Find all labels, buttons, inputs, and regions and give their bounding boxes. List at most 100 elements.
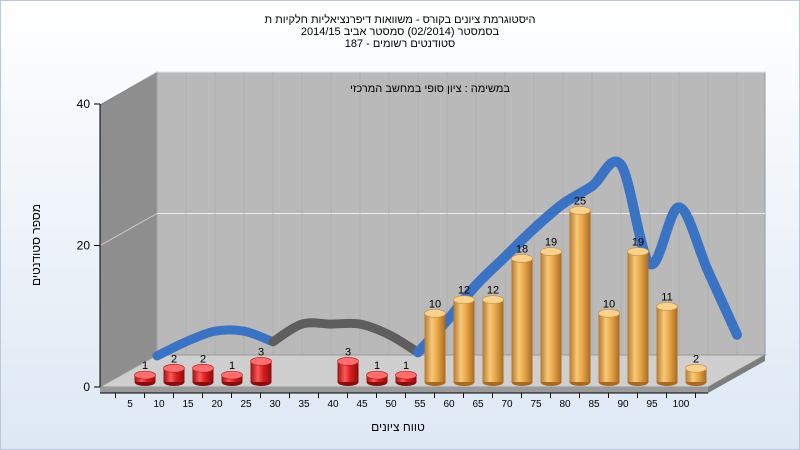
trend-ribbon xyxy=(152,156,742,361)
bar-top xyxy=(453,295,475,304)
bar-top xyxy=(192,363,214,373)
bar-body xyxy=(424,313,446,382)
y-tick-label: 40 xyxy=(77,97,91,111)
data-label: 2 xyxy=(693,353,699,365)
bar-top xyxy=(656,302,678,311)
data-label: 2 xyxy=(171,353,177,365)
x-tick-label: 45 xyxy=(356,399,368,410)
data-label: 12 xyxy=(458,285,470,297)
bar-body xyxy=(540,251,562,382)
data-label: 1 xyxy=(229,360,235,372)
bar xyxy=(627,247,649,386)
data-label: 19 xyxy=(545,237,557,249)
bar xyxy=(424,309,446,386)
bar xyxy=(482,295,504,386)
bar-top xyxy=(134,370,156,380)
bar xyxy=(134,370,156,386)
x-tick-label: 40 xyxy=(327,399,339,410)
bar-top xyxy=(569,206,591,215)
trend-ribbon-left xyxy=(152,325,278,361)
bar-top xyxy=(395,370,417,380)
x-tick-label: 50 xyxy=(385,399,397,410)
y-axis: 0 20 40 xyxy=(77,97,101,394)
bar-body xyxy=(656,306,678,382)
data-label: 1 xyxy=(374,360,380,372)
bar-top xyxy=(598,309,620,318)
data-label: 1 xyxy=(142,360,148,372)
bar xyxy=(163,363,185,386)
bar-body xyxy=(511,258,533,382)
data-label: 1 xyxy=(403,360,409,372)
bar-top xyxy=(250,357,272,366)
x-tick-label: 25 xyxy=(240,399,252,410)
data-label: 18 xyxy=(516,243,528,255)
x-tick-label: 70 xyxy=(501,399,513,410)
plot-floor-right-edge xyxy=(708,355,765,393)
x-tick-label: 85 xyxy=(588,399,600,410)
data-label: 3 xyxy=(258,346,264,358)
chart-title-line-3: סטודנטים רשומים - 187 xyxy=(344,38,456,50)
x-tick-label: 20 xyxy=(211,399,223,410)
y-axis-title: מספר סטודנטים xyxy=(29,204,43,286)
data-label: 10 xyxy=(429,298,441,310)
bar xyxy=(192,363,214,386)
bar-top xyxy=(337,357,359,366)
data-label: 19 xyxy=(632,237,644,249)
bar xyxy=(569,206,591,386)
gridline-side xyxy=(99,213,158,246)
bar xyxy=(685,363,707,386)
bar-top xyxy=(482,295,504,304)
bar xyxy=(511,254,533,386)
trend-ribbon-right xyxy=(413,156,742,358)
bar-body xyxy=(337,361,359,382)
plot-floor-front-edge xyxy=(100,387,708,393)
bar-body xyxy=(627,251,649,382)
x-tick-label: 30 xyxy=(269,399,281,410)
chart-title-line-1: היסטוגרמת ציונים בקורס - משוואות דיפרנצי… xyxy=(264,14,536,26)
x-tick-label: 10 xyxy=(153,399,165,410)
bar-body xyxy=(482,299,504,382)
bar-body xyxy=(453,299,475,382)
x-tick-label: 60 xyxy=(443,399,455,410)
bar xyxy=(395,370,417,386)
bar xyxy=(366,370,388,386)
data-label: 2 xyxy=(200,353,206,365)
bar-body xyxy=(569,210,591,382)
y-tick-label: 20 xyxy=(77,239,91,253)
bar-body xyxy=(598,313,620,382)
data-label: 12 xyxy=(487,285,499,297)
x-axis: 5 10 15 20 25 30 35 40 45 50 55 60 65 70 75 80 85 90 95 100 xyxy=(100,392,708,410)
bar-top xyxy=(221,370,243,380)
gridline-side xyxy=(99,71,158,105)
chart-title-line-2: בסמסטר (02/2014) סמסטר אביב 2014/15 xyxy=(300,26,500,38)
data-label: 10 xyxy=(603,298,615,310)
gridlines xyxy=(99,71,765,355)
x-tick-label: 55 xyxy=(414,399,426,410)
data-label: 3 xyxy=(345,346,351,358)
bar xyxy=(221,370,243,386)
bar xyxy=(656,302,678,386)
bar-top xyxy=(685,363,707,373)
x-tick-label: 35 xyxy=(298,399,310,410)
data-label: 11 xyxy=(661,292,672,304)
bars xyxy=(134,206,707,386)
x-tick-label: 95 xyxy=(646,399,658,410)
x-tick-label: 65 xyxy=(472,399,484,410)
x-tick-label: 90 xyxy=(617,399,629,410)
bar xyxy=(453,295,475,386)
bar xyxy=(540,247,562,386)
y-tick-label: 0 xyxy=(83,380,90,394)
bar-body xyxy=(250,361,272,382)
bar-top xyxy=(424,309,446,318)
trend-ribbon-middle xyxy=(268,318,423,357)
bar-top xyxy=(366,370,388,380)
bar-top xyxy=(540,247,562,256)
bar xyxy=(598,309,620,386)
bar-top xyxy=(163,363,185,373)
x-tick-label: 15 xyxy=(182,399,194,410)
chart-annotation: במשימה : ציון סופי במחשב המרכזי xyxy=(350,83,510,95)
bar-top xyxy=(511,254,533,263)
x-tick-label: 75 xyxy=(530,399,542,410)
data-label: 25 xyxy=(574,195,586,207)
